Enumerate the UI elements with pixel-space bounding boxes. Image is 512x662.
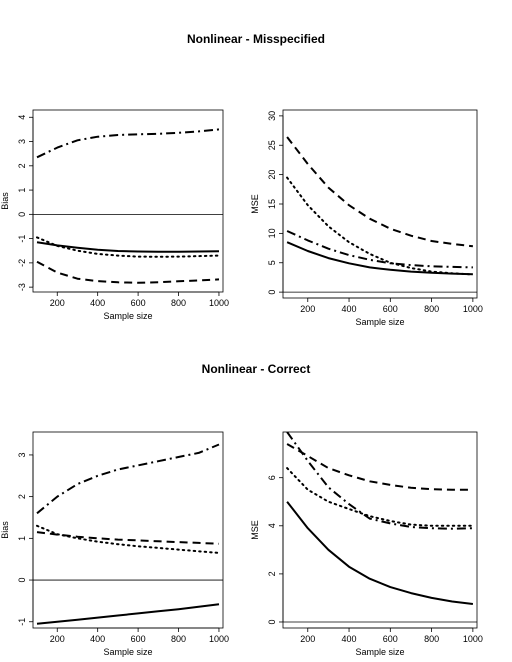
series-line-dotted: [286, 467, 474, 527]
x-tick-label: 400: [342, 304, 357, 314]
plot-frame: [32, 431, 224, 629]
y-tick-label: 0: [17, 578, 27, 583]
x-tick-label: 400: [342, 634, 357, 644]
y-tick-label: -1: [17, 235, 27, 243]
x-tick-label: 200: [50, 298, 65, 308]
series-group: [286, 432, 474, 605]
series-line-solid: [36, 603, 220, 625]
y-tick-label: 0: [17, 212, 27, 217]
y-tick-label: 5: [267, 260, 277, 265]
y-tick-label: 4: [17, 115, 27, 120]
y-tick-label: 0: [267, 290, 277, 295]
y-tick-label: 2: [267, 571, 277, 576]
y-axis-label: Bias: [0, 192, 10, 210]
series-line-dashed: [36, 531, 220, 545]
x-tick-label: 400: [90, 298, 105, 308]
y-tick-label: 15: [267, 199, 277, 209]
plot-frame: [32, 109, 224, 293]
plot-frame: [282, 109, 478, 299]
plot-frame: [282, 431, 478, 629]
x-tick-label: 200: [300, 304, 315, 314]
x-axis-label: Sample size: [355, 647, 404, 657]
chart-panel-2: 200 400 600 800 1000 Sample size 0 5 10 15 20 25 30 M…: [250, 109, 483, 327]
section-title-correct: Nonlinear - Correct: [201, 362, 311, 376]
chart-panel-4: 200 400 600 800 1000 Sample size 0 2 4 6 MSE: [250, 431, 483, 657]
series-line-dashdot: [36, 128, 220, 159]
series-line-dashdot: [286, 432, 473, 530]
x-axis-label: Sample size: [355, 317, 404, 327]
x-axis-label: Sample size: [103, 647, 152, 657]
x-tick-label: 800: [171, 298, 186, 308]
y-axis-label: MSE: [250, 194, 260, 214]
section-title-misspecified: Nonlinear - Misspecified: [186, 32, 326, 46]
x-tick-label: 400: [90, 634, 105, 644]
chart-panel-1: 200 400 600 800 1000 Sample size -3 -2 -1 0 1 2 3 4 Bi…: [0, 109, 229, 321]
x-tick-label: 600: [383, 634, 398, 644]
y-tick-label: 6: [267, 475, 277, 480]
series-line-dashed: [286, 136, 474, 248]
series-line-solid: [286, 241, 473, 276]
series-line-dashdot: [36, 443, 220, 515]
y-tick-label: 10: [267, 228, 277, 238]
y-tick-label: 2: [17, 494, 27, 499]
y-tick-label: 25: [267, 140, 277, 150]
y-tick-label: 2: [17, 163, 27, 168]
x-tick-label: 800: [424, 634, 439, 644]
series-line-solid: [286, 501, 474, 605]
series-group: [286, 136, 474, 276]
series-line-dotted: [286, 176, 474, 276]
y-tick-label: -3: [17, 283, 27, 291]
y-tick-label: 3: [17, 139, 27, 144]
y-tick-label: -1: [17, 618, 27, 626]
y-tick-label: 3: [17, 452, 27, 457]
series-group: [36, 128, 220, 284]
x-tick-label: 600: [383, 304, 398, 314]
chart-panel-3: 200 400 600 800 1000 Sample size -1 0 1 2 3 Bias: [0, 431, 229, 657]
series-line-dashed: [286, 443, 473, 491]
y-axis-label: Bias: [0, 521, 10, 539]
y-tick-label: 1: [17, 536, 27, 541]
series-line-dashdot: [286, 230, 473, 269]
x-tick-label: 200: [50, 634, 65, 644]
y-tick-label: 1: [17, 188, 27, 193]
series-line-dashed: [36, 260, 220, 284]
x-tick-label: 800: [424, 304, 439, 314]
series-line-solid: [36, 241, 220, 253]
x-tick-label: 1000: [209, 634, 229, 644]
y-tick-label: 4: [267, 523, 277, 528]
x-tick-label: 800: [171, 634, 186, 644]
y-axis-label: MSE: [250, 520, 260, 540]
x-tick-label: 1000: [209, 298, 229, 308]
y-tick-label: 30: [267, 111, 277, 121]
x-tick-label: 600: [131, 634, 146, 644]
x-tick-label: 1000: [463, 304, 483, 314]
y-tick-label: -2: [17, 259, 27, 267]
series-line-dotted: [36, 524, 220, 554]
x-tick-label: 600: [131, 298, 146, 308]
series-line-dotted: [36, 236, 220, 258]
series-group: [36, 443, 220, 625]
x-tick-label: 1000: [463, 634, 483, 644]
x-axis-label: Sample size: [103, 311, 152, 321]
y-tick-label: 0: [267, 619, 277, 624]
x-tick-label: 200: [300, 634, 315, 644]
y-tick-label: 20: [267, 170, 277, 180]
